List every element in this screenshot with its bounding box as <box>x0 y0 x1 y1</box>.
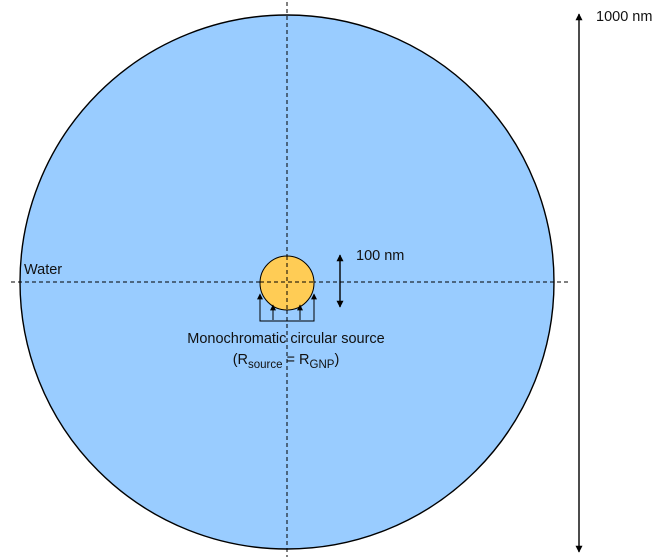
outer-scale-label: 1000 nm <box>596 9 652 25</box>
particle-scale-label: 100 nm <box>356 248 404 264</box>
source-title: Monochromatic circular source <box>187 331 384 347</box>
monochromatic-source <box>257 293 317 322</box>
source-equation: (Rsource = RGNP) <box>233 352 340 371</box>
water-label: Water <box>24 262 62 278</box>
